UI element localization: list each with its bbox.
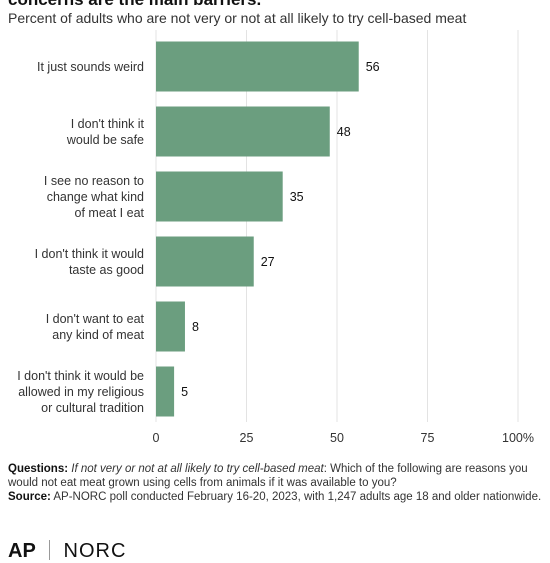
bar-chart: It just sounds weird I don't think it woul… [17, 30, 534, 445]
footer-logos: AP NORC [8, 540, 126, 563]
source-note: Source: AP-NORC poll conducted February … [8, 490, 542, 504]
logo-divider [48, 540, 50, 560]
value-label: 8 [192, 320, 199, 334]
bar [156, 236, 254, 287]
questions-label: Questions: [8, 463, 69, 475]
gridlines [155, 30, 519, 422]
category-label: I don't want to eat any kind of meat [46, 312, 145, 342]
chart-subtitle: Percent of adults who are not very or no… [8, 10, 467, 26]
value-label: 5 [181, 385, 188, 399]
x-axis-ticks: 0 25 50 75 100% [153, 431, 534, 445]
bar [156, 366, 175, 417]
value-label: 27 [261, 255, 275, 269]
bars [156, 41, 359, 417]
bar [156, 106, 330, 157]
category-label: I don't think it would taste as good [35, 247, 144, 277]
chart-title: concerns are the main barriers. [8, 0, 261, 10]
x-tick-label: 75 [421, 431, 435, 445]
value-label: 48 [337, 125, 351, 139]
bar [156, 41, 359, 92]
category-labels: It just sounds weird I don't think it woul… [17, 60, 144, 415]
x-tick-label: 25 [240, 431, 254, 445]
source-label: Source: [8, 491, 51, 503]
x-tick-label: 100% [502, 431, 534, 445]
category-label: It just sounds weird [37, 60, 144, 74]
norc-logo: NORC [63, 540, 127, 562]
bar [156, 301, 185, 352]
value-label: 35 [290, 190, 304, 204]
category-label: I don't think it would be allowed in my r… [17, 369, 144, 415]
category-label: I don't think it would be safe [66, 117, 145, 147]
questions-text: : Which of the following are reasons you… [8, 463, 528, 489]
category-label: I see no reason to change what kind of mea… [44, 174, 145, 220]
bar [156, 171, 283, 222]
ap-logo: AP [8, 540, 36, 562]
questions-italic: If not very or not at all likely to try … [71, 463, 324, 475]
value-label: 56 [366, 60, 380, 74]
chart-notes: Questions: If not very or not at all lik… [8, 462, 542, 504]
questions-note: Questions: If not very or not at all lik… [8, 462, 542, 490]
value-labels: 56 48 35 27 8 5 [181, 60, 380, 399]
x-tick-label: 0 [153, 431, 160, 445]
source-text: AP-NORC poll conducted February 16-20, 2… [50, 491, 542, 503]
x-tick-label: 50 [330, 431, 344, 445]
